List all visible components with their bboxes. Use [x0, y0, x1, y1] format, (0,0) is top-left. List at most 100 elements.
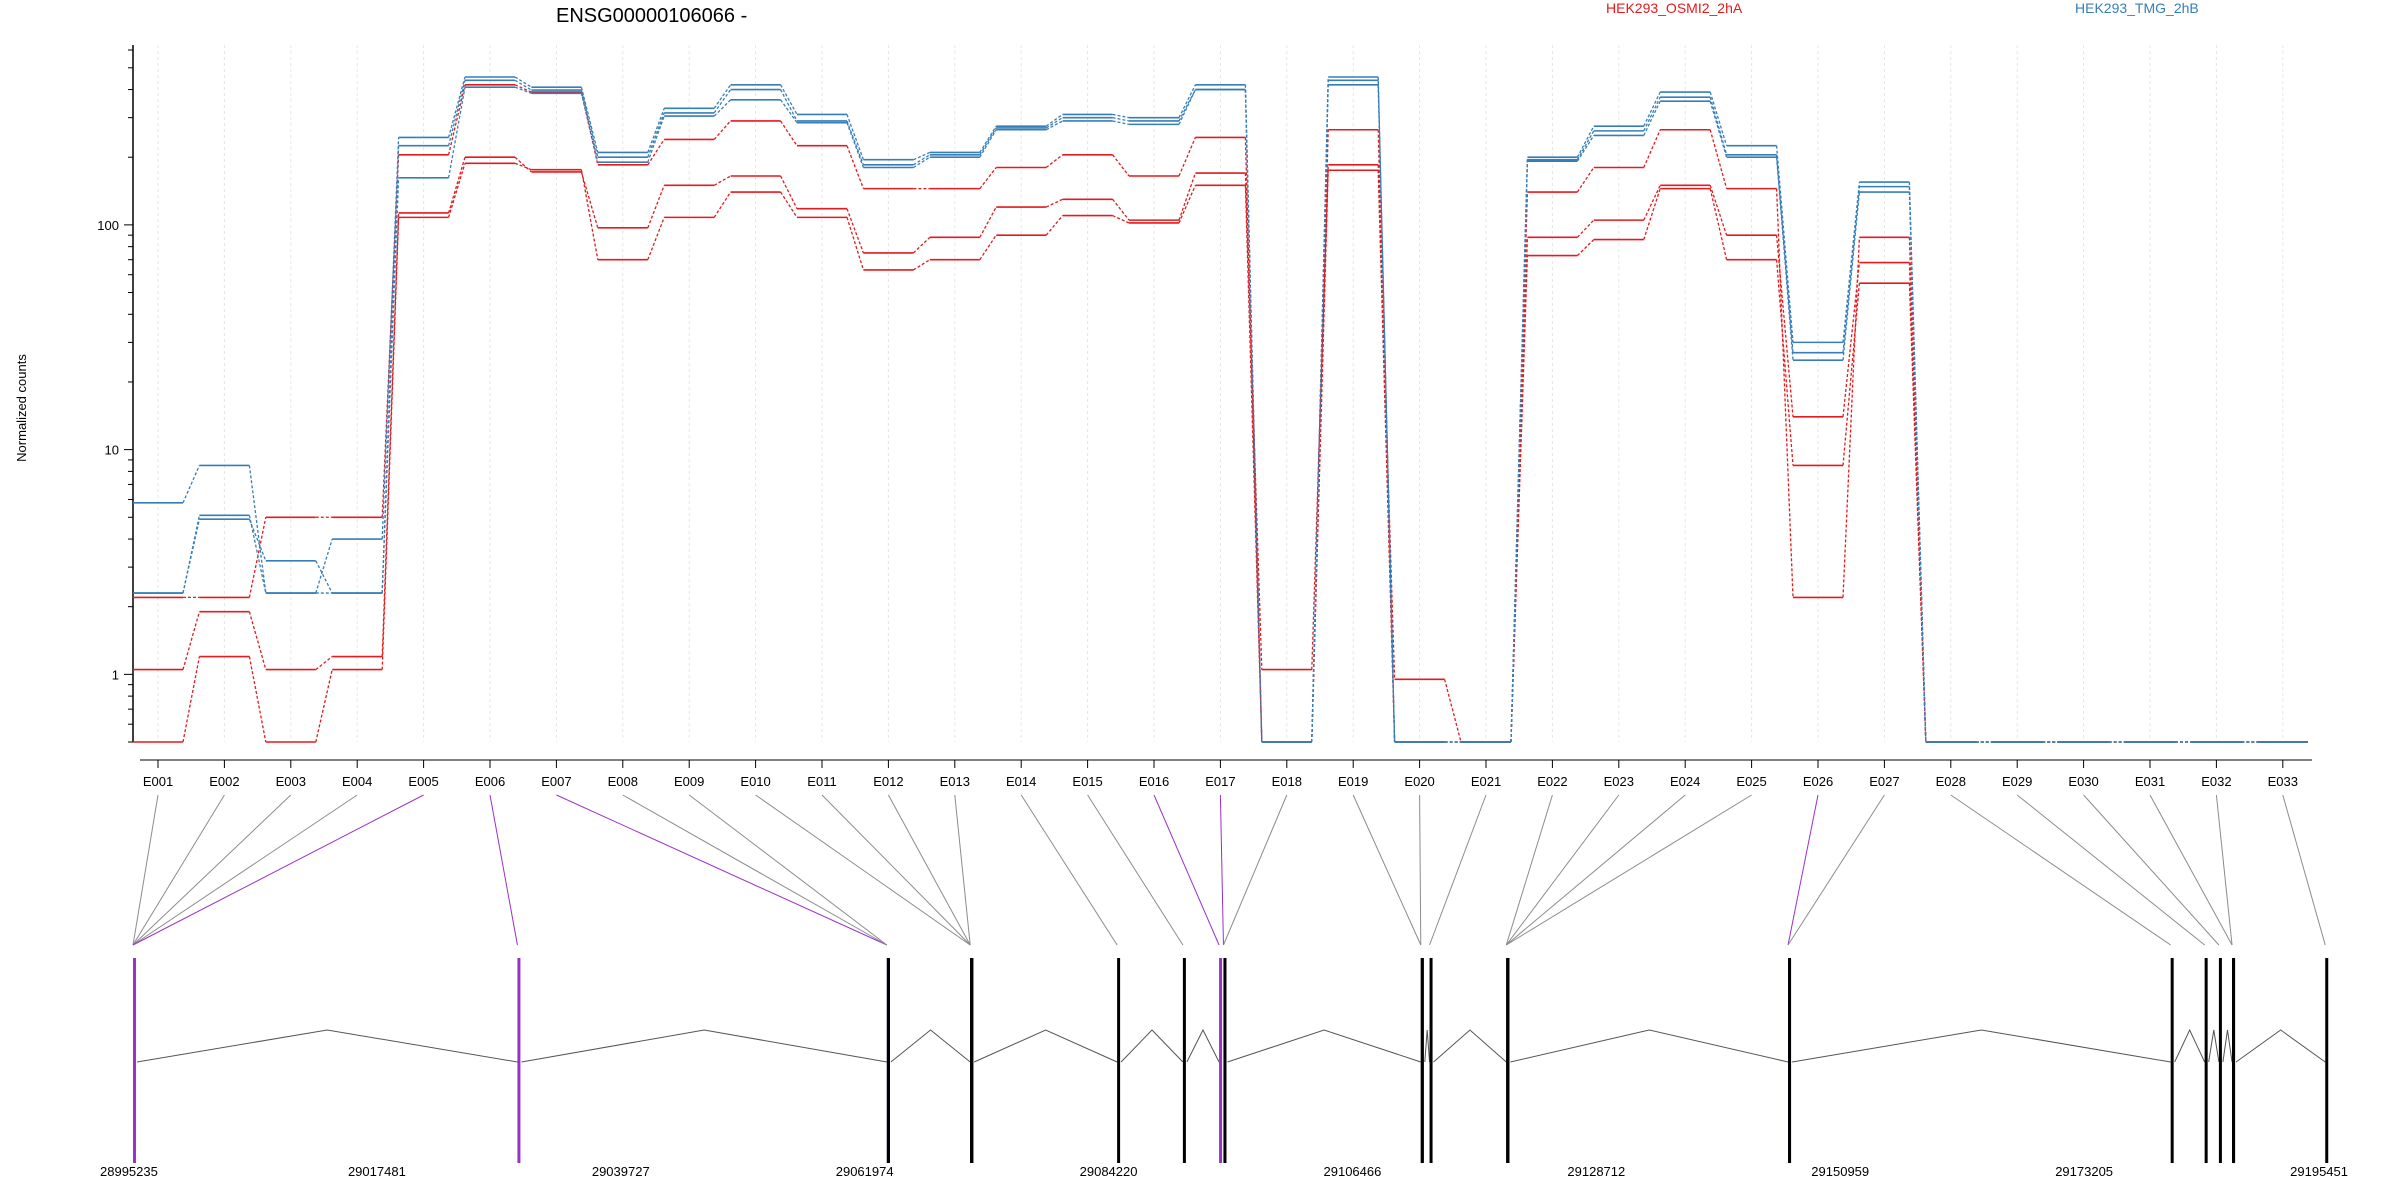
intron-chevron: [1424, 1029, 1431, 1063]
transition-segment: [315, 538, 333, 594]
transition-segment: [647, 139, 665, 166]
exon-block-E029: [2204, 958, 2208, 1163]
transition-segment: [713, 99, 732, 117]
transition-segment: [1112, 214, 1130, 224]
coordinate-label: 29150959: [1811, 1164, 1869, 1179]
transition-segment: [780, 99, 798, 124]
intron-chevron: [1510, 1029, 1789, 1063]
transition-segment: [1244, 84, 1263, 743]
connector-E009: [688, 794, 888, 946]
transition-segment: [1643, 129, 1661, 168]
connector-E010: [755, 794, 971, 946]
transition-segment: [1775, 235, 1794, 417]
transition-segment: [381, 217, 400, 670]
x-tick-label-E013: E013: [940, 774, 970, 789]
transition-segment: [447, 80, 466, 146]
x-tick-label-E017: E017: [1205, 774, 1235, 789]
connector-E026: [1787, 794, 1819, 946]
coordinate-label: 29017481: [348, 1164, 406, 1179]
intron-chevron: [2174, 1028, 2206, 1063]
exon-block-E025: [1506, 958, 1510, 1163]
transition-segment: [979, 234, 997, 261]
transition-segment: [1643, 91, 1661, 127]
connector-E001: [132, 794, 159, 946]
transition-segment: [846, 217, 865, 271]
transition-segment: [1842, 237, 1861, 598]
x-tick-label-E010: E010: [740, 774, 770, 789]
connector-E015: [1087, 794, 1184, 946]
transition-segment: [912, 236, 931, 254]
transition-segment: [447, 76, 466, 138]
transition-segment: [1244, 173, 1263, 670]
transition-segment: [1576, 130, 1595, 161]
x-tick-label-E030: E030: [2068, 774, 2098, 789]
transition-segment: [315, 656, 333, 671]
transition-segment: [713, 89, 732, 114]
exon-block-E028: [2170, 958, 2174, 1163]
transition-segment: [979, 167, 997, 190]
transition-segment: [1908, 283, 1927, 743]
x-tick-label-E026: E026: [1803, 774, 1833, 789]
transition-segment: [381, 137, 400, 540]
exon-block-E033: [2325, 958, 2329, 1163]
coordinate-label: 29128712: [1567, 1164, 1625, 1179]
exon-block-E016: [1219, 958, 1223, 1163]
intron-chevron: [521, 1029, 887, 1063]
transition-segment: [780, 120, 798, 147]
connector-E030: [2083, 794, 2220, 946]
series-lines: [133, 76, 2308, 743]
transition-segment: [780, 175, 798, 210]
intron-chevron: [890, 1029, 971, 1063]
transition-segment: [1045, 215, 1064, 236]
x-tick-label-E014: E014: [1006, 774, 1036, 789]
gridlines: [157, 45, 2284, 742]
connector-E013: [954, 794, 971, 946]
transition-segment: [315, 560, 333, 594]
intron-chevron: [2222, 1029, 2233, 1063]
connector-E008: [622, 794, 888, 946]
x-tick-label-E020: E020: [1404, 774, 1434, 789]
exon-block-E032: [2232, 958, 2236, 1163]
connector-E028: [1950, 794, 2171, 946]
coordinate-label: 28995235: [100, 1164, 158, 1179]
transition-segment: [381, 212, 400, 657]
transition-segment: [1643, 96, 1661, 132]
connector-E024: [1505, 794, 1686, 946]
connector-E023: [1505, 794, 1620, 946]
transition-segment: [1576, 239, 1595, 257]
x-tick-label-E029: E029: [2002, 774, 2032, 789]
x-tick-label-E033: E033: [2268, 774, 2298, 789]
transition-segment: [713, 120, 732, 140]
exon-block-E018: [1223, 958, 1227, 1163]
connector-E003: [132, 794, 292, 946]
x-tick-label-E019: E019: [1338, 774, 1368, 789]
exon-block-E005: [133, 958, 136, 1163]
transition-segment: [846, 122, 865, 168]
x-tick-label-E009: E009: [674, 774, 704, 789]
transition-segment: [514, 86, 532, 94]
x-tick-label-E025: E025: [1736, 774, 1766, 789]
transition-segment: [1112, 117, 1130, 122]
transition-segment: [1377, 84, 1396, 743]
transition-segment: [1112, 198, 1130, 221]
transition-segment: [979, 125, 997, 153]
transition-segment: [647, 217, 665, 260]
transition-segment: [1643, 185, 1661, 221]
connector-E004: [132, 794, 358, 946]
connector-E014: [1020, 794, 1118, 946]
x-tick-label-E022: E022: [1537, 774, 1567, 789]
connector-E033: [2282, 794, 2326, 946]
exon-block-E014: [1117, 958, 1121, 1163]
transition-segment: [1842, 186, 1861, 353]
y-tick-label: 100: [97, 218, 119, 233]
transition-segment: [381, 177, 400, 594]
transition-segment: [647, 108, 665, 153]
transition-segment: [1643, 188, 1661, 240]
coordinate-label: 29195451: [2290, 1164, 2348, 1179]
legend-entry-tmg: HEK293_TMG_2hB: [2075, 0, 2199, 16]
transition-segment: [1311, 164, 1329, 670]
transition-segment: [1112, 113, 1130, 119]
connector-E016: [1153, 794, 1220, 946]
transition-segment: [846, 114, 865, 160]
